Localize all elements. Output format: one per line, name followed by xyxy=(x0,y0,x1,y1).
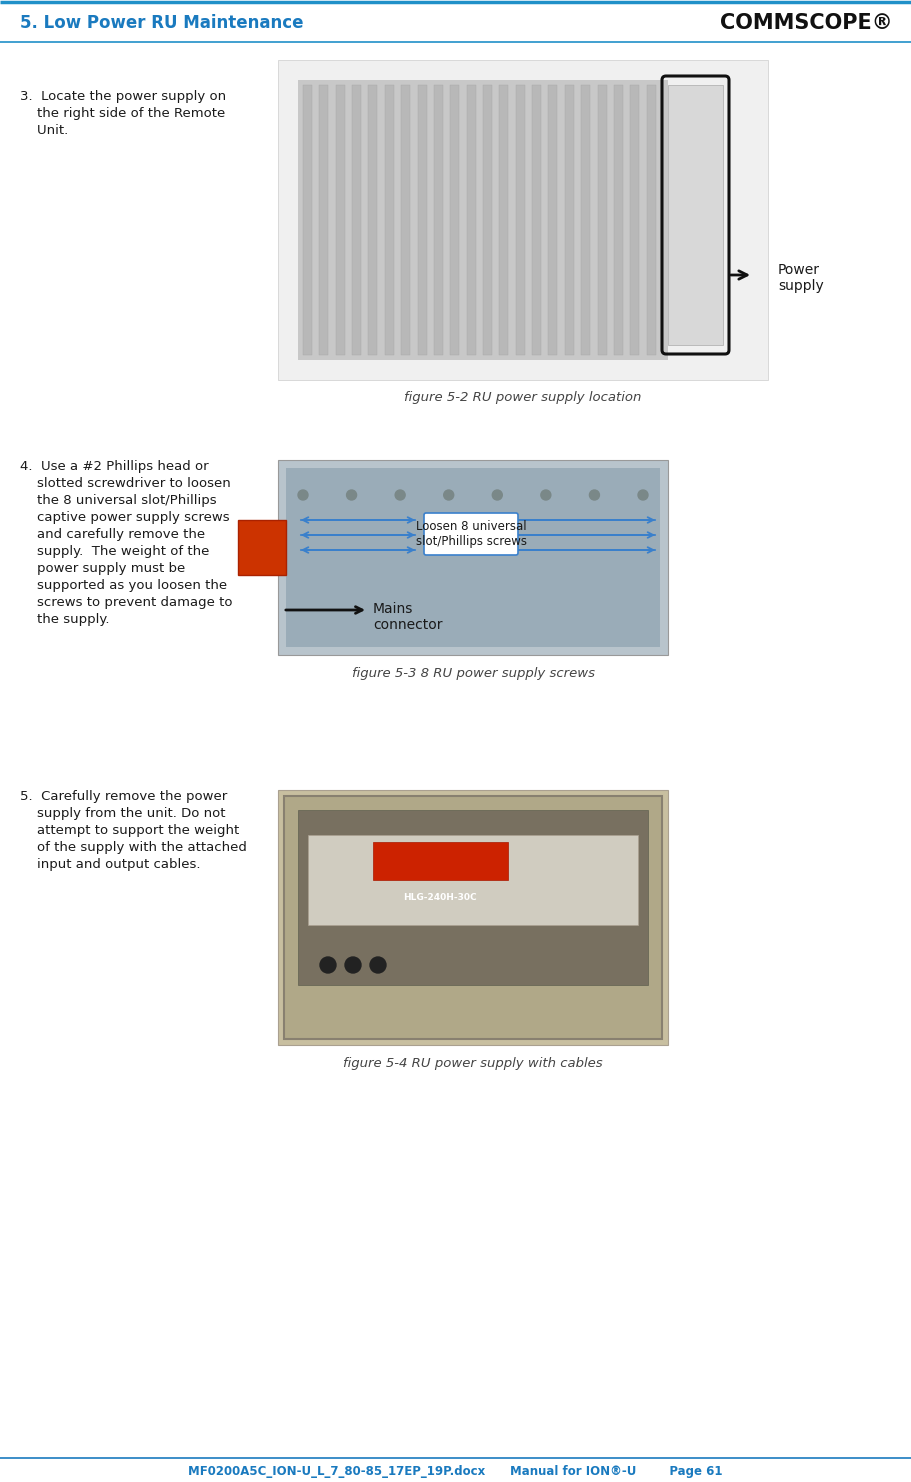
Text: captive power supply screws: captive power supply screws xyxy=(20,511,230,525)
Text: figure 5-3 8 RU power supply screws: figure 5-3 8 RU power supply screws xyxy=(352,667,595,680)
Bar xyxy=(278,459,668,655)
Circle shape xyxy=(345,957,361,974)
Text: MF0200A5C_ION-U_L_7_80-85_17EP_19P.docx      Manual for ION®-U        Page 61: MF0200A5C_ION-U_L_7_80-85_17EP_19P.docx … xyxy=(188,1464,722,1478)
Bar xyxy=(303,84,312,356)
Text: figure 5-4 RU power supply with cables: figure 5-4 RU power supply with cables xyxy=(343,1057,603,1070)
Bar xyxy=(630,84,640,356)
Text: the supply.: the supply. xyxy=(20,614,109,625)
Bar xyxy=(499,84,508,356)
Bar xyxy=(581,84,590,356)
FancyBboxPatch shape xyxy=(424,513,518,554)
Circle shape xyxy=(395,491,405,499)
Circle shape xyxy=(346,491,356,499)
Bar xyxy=(308,834,638,925)
Text: Unit.: Unit. xyxy=(20,124,68,136)
Text: and carefully remove the: and carefully remove the xyxy=(20,528,205,541)
Text: 4.  Use a #2 Phillips head or: 4. Use a #2 Phillips head or xyxy=(20,459,209,473)
Text: Power
supply: Power supply xyxy=(778,262,824,293)
Bar xyxy=(598,84,607,356)
Bar xyxy=(284,796,662,1039)
Bar xyxy=(548,84,558,356)
Bar xyxy=(298,811,648,986)
Text: 5. Low Power RU Maintenance: 5. Low Power RU Maintenance xyxy=(20,13,303,33)
Bar xyxy=(278,790,668,1045)
Text: supply from the unit. Do not: supply from the unit. Do not xyxy=(20,808,226,820)
Bar xyxy=(298,80,668,360)
Text: supported as you loosen the: supported as you loosen the xyxy=(20,579,227,591)
Text: 5.  Carefully remove the power: 5. Carefully remove the power xyxy=(20,790,227,803)
Bar xyxy=(320,84,328,356)
Bar xyxy=(668,84,723,345)
Circle shape xyxy=(638,491,648,499)
Text: figure 5-2 RU power supply location: figure 5-2 RU power supply location xyxy=(404,391,641,405)
Bar xyxy=(286,468,660,648)
Text: screws to prevent damage to: screws to prevent damage to xyxy=(20,596,232,609)
Text: Loosen 8 universal
slot/Phillips screws: Loosen 8 universal slot/Phillips screws xyxy=(415,520,527,548)
Bar xyxy=(401,84,410,356)
Circle shape xyxy=(492,491,502,499)
Bar xyxy=(450,84,459,356)
Circle shape xyxy=(320,957,336,974)
Text: COMMSCOPE®: COMMSCOPE® xyxy=(721,13,893,33)
Text: slotted screwdriver to loosen: slotted screwdriver to loosen xyxy=(20,477,230,491)
Bar xyxy=(516,84,525,356)
Bar xyxy=(483,84,492,356)
Bar xyxy=(384,84,394,356)
Circle shape xyxy=(589,491,599,499)
Bar xyxy=(238,520,286,575)
Bar xyxy=(614,84,623,356)
Bar xyxy=(565,84,574,356)
Text: supply.  The weight of the: supply. The weight of the xyxy=(20,545,210,559)
Text: power supply must be: power supply must be xyxy=(20,562,185,575)
Text: Mains
connector: Mains connector xyxy=(373,602,443,633)
Text: input and output cables.: input and output cables. xyxy=(20,858,200,871)
Circle shape xyxy=(298,491,308,499)
Text: HLG-240H-30C: HLG-240H-30C xyxy=(404,892,476,901)
Text: 3.  Locate the power supply on: 3. Locate the power supply on xyxy=(20,90,226,104)
Text: of the supply with the attached: of the supply with the attached xyxy=(20,840,247,854)
Bar xyxy=(417,84,426,356)
Text: attempt to support the weight: attempt to support the weight xyxy=(20,824,240,837)
Circle shape xyxy=(444,491,454,499)
Bar xyxy=(368,84,377,356)
Bar xyxy=(278,59,768,379)
Bar xyxy=(373,842,508,880)
Text: the right side of the Remote: the right side of the Remote xyxy=(20,107,225,120)
Bar xyxy=(532,84,541,356)
Text: the 8 universal slot/Phillips: the 8 universal slot/Phillips xyxy=(20,494,217,507)
Bar xyxy=(434,84,443,356)
Bar xyxy=(336,84,344,356)
Bar xyxy=(647,84,656,356)
Bar xyxy=(466,84,476,356)
Bar xyxy=(352,84,361,356)
Circle shape xyxy=(541,491,551,499)
Circle shape xyxy=(370,957,386,974)
